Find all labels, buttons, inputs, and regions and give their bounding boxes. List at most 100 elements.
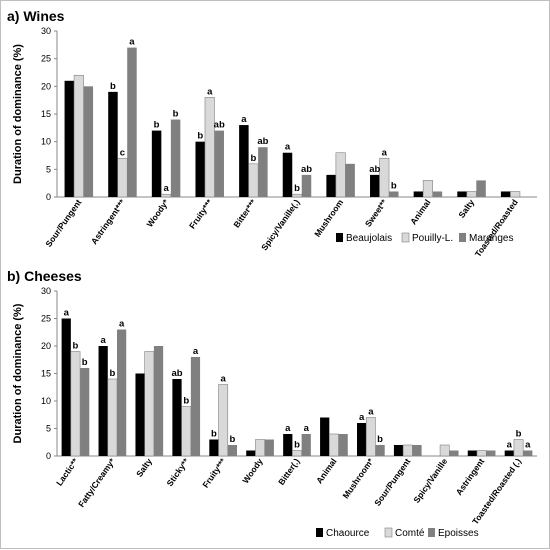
panel1-legend-label: Maranges — [469, 233, 513, 244]
panel2-bar-comt- — [70, 351, 81, 457]
panel2-bar-epoisses — [190, 357, 201, 456]
panel2-significance-label: a — [221, 374, 227, 385]
panel2-bar-epoisses — [153, 346, 164, 456]
panel1-legend-label: Pouilly-L. — [412, 233, 453, 244]
panel1-x-tick-label: Spicy/Vanille(.) — [259, 197, 302, 252]
panel2-bar-chaource — [98, 346, 108, 456]
panel2-bar-chaource — [61, 318, 71, 456]
panel1-bar-beaujolais — [239, 125, 249, 197]
panel2-legend-swatch — [384, 527, 393, 538]
panel2-significance-label: b — [516, 429, 522, 440]
panel2-bar-chaource — [172, 379, 182, 456]
panel2-significance-label: b — [73, 341, 79, 352]
panel2-bar-epoisses — [301, 434, 311, 456]
panel2-bar-comt- — [513, 439, 524, 457]
panel2-bar-epoisses — [338, 434, 348, 456]
panel2-significance-label: a — [193, 346, 199, 357]
panel1-significance-label: a — [163, 183, 169, 194]
panel2-bar-epoisses — [486, 450, 496, 456]
panel2-legend-swatch — [316, 528, 323, 537]
panel2-x-tick-label: Lactic** — [54, 456, 80, 488]
panel2-x-tick-label: Spicy/Vanille — [411, 456, 449, 505]
panel1-bar-beaujolais — [151, 130, 162, 197]
panel1-y-axis-label: Duration of dominance (%) — [12, 44, 24, 184]
panel1-y-tick-label: 10 — [41, 137, 51, 147]
panel1-x-tick-label: Astringent*** — [89, 197, 128, 246]
panel1-significance-label: b — [391, 180, 397, 191]
panel2-bar-comt- — [181, 406, 192, 457]
panel2-bar-comt- — [476, 450, 487, 457]
panel1-bar-pouilly-l- — [291, 193, 303, 198]
panel2-significance-label: b — [183, 396, 189, 407]
panel1-bar-pouilly-l- — [117, 157, 128, 198]
panel1-y-tick-label: 15 — [41, 109, 51, 119]
panel1-significance-label: a — [241, 114, 247, 125]
panel1-bar-beaujolais — [326, 174, 336, 197]
panel1-x-tick-label: Woody* — [144, 197, 171, 229]
panel2-x-tick-label: Fatty/Creamy* — [76, 456, 117, 509]
panel2-bar-epoisses — [523, 450, 533, 456]
panel1-bar-pouilly-l- — [248, 163, 259, 198]
panel1-x-tick-label: Mushroom — [312, 197, 345, 239]
panel2-x-tick-label: Mushroom* — [340, 456, 375, 501]
panel2-significance-label: a — [507, 440, 513, 451]
panel1-bar-beaujolais — [195, 141, 205, 197]
panel2-significance-label: b — [294, 440, 300, 451]
panel2-bar-comt- — [439, 444, 450, 457]
panel2-significance-label: a — [285, 423, 291, 434]
panel2-legend-label: Comté — [395, 528, 425, 539]
panel2-significance-label: a — [304, 423, 310, 434]
panel1-legend-label: Beaujolais — [346, 233, 392, 244]
panel2-x-tick-label: Sour/Pungent — [372, 456, 412, 508]
panel1-bar-maranges — [345, 163, 355, 197]
panel2-y-axis-label: Duration of dominance (%) — [12, 303, 24, 443]
panel2-bar-chaource — [357, 423, 367, 456]
panel1-significance-label: b — [294, 183, 300, 194]
panel1-bar-beaujolais — [500, 191, 511, 197]
panel2-legend-label: Chaource — [326, 528, 370, 539]
panel1-significance-label: ab — [214, 120, 225, 131]
panel1-legend-swatch — [401, 232, 410, 243]
panel2-bar-chaource — [246, 450, 256, 456]
panel2-bar-comt- — [218, 384, 229, 457]
panel2-x-tick-label: Sticky** — [165, 456, 192, 488]
panel1-significance-label: b — [110, 81, 116, 92]
panel2-bar-epoisses — [412, 445, 422, 456]
panel2-bar-chaource — [135, 373, 145, 456]
panel1-title: a) Wines — [7, 8, 65, 24]
panel1-bar-maranges — [258, 147, 268, 197]
panel2-significance-label: a — [359, 412, 365, 423]
panel1-significance-label: ab — [257, 136, 268, 147]
panel2-bar-chaource — [320, 417, 330, 456]
panel2-x-tick-label: Astringent — [454, 456, 487, 497]
panel2-x-tick-label: Woody — [240, 456, 265, 485]
panel1-x-tick-label: Bitter*** — [231, 197, 258, 230]
panel2-y-tick-label: 20 — [41, 341, 51, 351]
panel1-significance-label: b — [197, 131, 203, 142]
panel1-bar-pouilly-l- — [466, 191, 477, 198]
panel1-bar-pouilly-l- — [161, 193, 172, 198]
panel1-x-tick-label: Sour/Pungent — [43, 197, 83, 249]
panel1-bar-beaujolais — [413, 191, 424, 197]
panel2-x-tick-label: Salty — [134, 456, 154, 479]
panel1-significance-label: a — [129, 37, 135, 48]
panel1-bar-maranges — [389, 191, 399, 197]
panel1-y-tick-label: 5 — [46, 164, 51, 174]
panel2-significance-label: b — [377, 434, 383, 445]
panel2-bar-epoisses — [375, 445, 385, 456]
panel2-legend-label: Epoisses — [438, 528, 479, 539]
panel1-bar-pouilly-l- — [204, 97, 215, 198]
panel2-bar-epoisses — [117, 329, 127, 456]
panel2-y-tick-label: 10 — [41, 396, 51, 406]
panel2-bar-epoisses — [264, 439, 274, 456]
panel1-bar-maranges — [83, 86, 94, 197]
panel1-legend-swatch — [459, 233, 466, 242]
panel1-significance-label: a — [285, 142, 291, 153]
panel1-bar-pouilly-l- — [510, 191, 521, 198]
panel2-bar-comt- — [329, 433, 339, 457]
panel1-significance-label: ab — [369, 164, 380, 175]
panel2-x-tick-label: Fruity*** — [200, 456, 228, 490]
panel2-significance-label: a — [368, 407, 374, 418]
